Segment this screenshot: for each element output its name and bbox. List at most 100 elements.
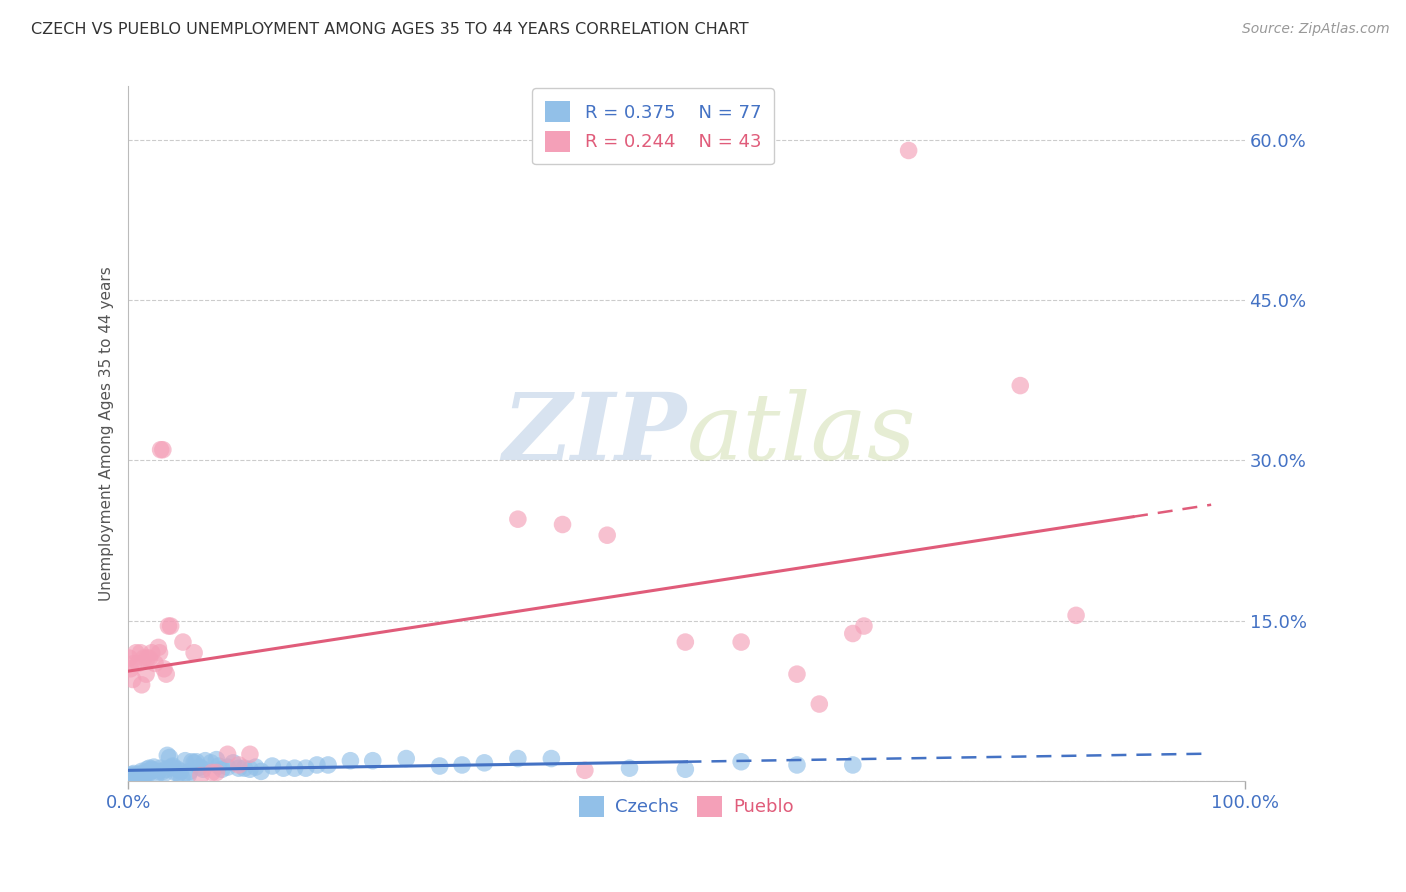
- Point: [211, 762, 233, 776]
- Text: CZECH VS PUEBLO UNEMPLOYMENT AMONG AGES 35 TO 44 YEARS CORRELATION CHART: CZECH VS PUEBLO UNEMPLOYMENT AMONG AGES …: [31, 22, 748, 37]
- Point: [138, 761, 160, 775]
- Point: [125, 770, 148, 784]
- Point: [127, 770, 149, 784]
- Point: [228, 758, 250, 772]
- Point: [156, 748, 179, 763]
- Point: [233, 761, 256, 775]
- Point: [190, 769, 212, 783]
- Point: [121, 767, 143, 781]
- Point: [730, 635, 752, 649]
- Point: [148, 764, 170, 779]
- Point: [132, 770, 155, 784]
- Point: [474, 756, 496, 770]
- Point: [808, 697, 831, 711]
- Point: [1064, 608, 1087, 623]
- Point: [170, 771, 193, 785]
- Point: [208, 759, 231, 773]
- Point: [141, 762, 163, 776]
- Point: [177, 767, 200, 781]
- Point: [228, 761, 250, 775]
- Point: [127, 767, 149, 781]
- Point: [239, 762, 262, 776]
- Point: [852, 619, 875, 633]
- Point: [136, 651, 159, 665]
- Point: [155, 667, 177, 681]
- Point: [183, 756, 205, 770]
- Point: [166, 762, 188, 776]
- Point: [339, 754, 361, 768]
- Legend: Czechs, Pueblo: Czechs, Pueblo: [572, 789, 801, 824]
- Point: [152, 442, 174, 457]
- Point: [152, 764, 174, 779]
- Point: [139, 764, 162, 779]
- Point: [596, 528, 619, 542]
- Point: [125, 646, 148, 660]
- Point: [183, 646, 205, 660]
- Point: [145, 769, 167, 783]
- Point: [141, 646, 163, 660]
- Point: [205, 753, 228, 767]
- Point: [673, 762, 696, 776]
- Text: ZIP: ZIP: [502, 389, 686, 479]
- Point: [143, 657, 166, 671]
- Point: [124, 769, 146, 783]
- Point: [250, 764, 273, 779]
- Point: [131, 764, 153, 779]
- Point: [120, 770, 142, 784]
- Point: [127, 657, 149, 671]
- Point: [730, 755, 752, 769]
- Y-axis label: Unemployment Among Ages 35 to 44 years: Unemployment Among Ages 35 to 44 years: [100, 267, 114, 601]
- Point: [118, 769, 141, 783]
- Point: [205, 765, 228, 780]
- Point: [148, 646, 170, 660]
- Point: [142, 760, 165, 774]
- Point: [160, 760, 183, 774]
- Point: [167, 766, 190, 780]
- Point: [149, 442, 172, 457]
- Point: [361, 754, 384, 768]
- Point: [174, 754, 197, 768]
- Point: [132, 769, 155, 783]
- Point: [262, 759, 284, 773]
- Point: [136, 762, 159, 776]
- Point: [135, 765, 157, 780]
- Point: [222, 756, 245, 770]
- Point: [395, 751, 418, 765]
- Point: [217, 747, 239, 762]
- Point: [159, 619, 181, 633]
- Point: [179, 764, 201, 779]
- Point: [217, 760, 239, 774]
- Point: [191, 762, 214, 776]
- Point: [148, 640, 170, 655]
- Point: [132, 651, 155, 665]
- Point: [186, 755, 208, 769]
- Point: [284, 761, 307, 775]
- Point: [506, 512, 529, 526]
- Point: [194, 754, 217, 768]
- Point: [506, 751, 529, 765]
- Point: [897, 144, 920, 158]
- Point: [121, 673, 143, 687]
- Point: [159, 750, 181, 764]
- Point: [180, 755, 202, 769]
- Point: [172, 635, 194, 649]
- Point: [574, 764, 596, 778]
- Point: [245, 760, 267, 774]
- Point: [273, 761, 295, 775]
- Point: [451, 758, 474, 772]
- Point: [121, 771, 143, 785]
- Point: [188, 760, 211, 774]
- Point: [122, 657, 145, 671]
- Point: [153, 766, 176, 780]
- Point: [619, 761, 641, 775]
- Point: [551, 517, 574, 532]
- Point: [239, 747, 262, 762]
- Point: [165, 765, 187, 780]
- Point: [842, 626, 865, 640]
- Text: Source: ZipAtlas.com: Source: ZipAtlas.com: [1241, 22, 1389, 37]
- Point: [305, 758, 328, 772]
- Point: [120, 662, 142, 676]
- Point: [129, 646, 152, 660]
- Point: [170, 764, 193, 779]
- Point: [316, 758, 339, 772]
